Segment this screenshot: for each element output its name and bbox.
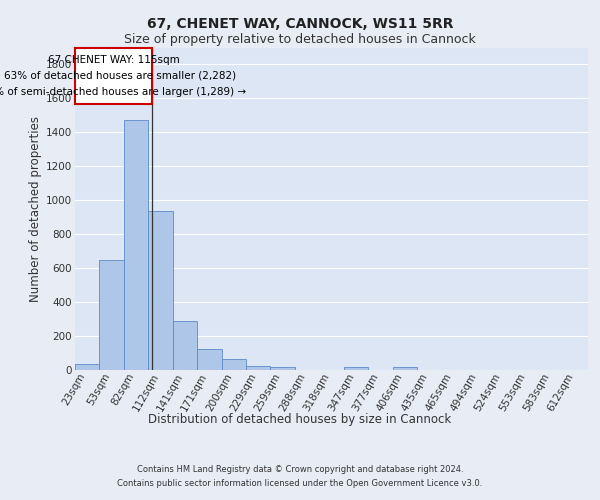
Bar [75, 364, 100, 370]
Text: 36% of semi-detached houses are larger (1,289) →: 36% of semi-detached houses are larger (… [0, 87, 246, 97]
Text: 67, CHENET WAY, CANNOCK, WS11 5RR: 67, CHENET WAY, CANNOCK, WS11 5RR [147, 18, 453, 32]
Bar [271, 368, 295, 370]
Bar [100, 260, 124, 370]
Text: Contains HM Land Registry data © Crown copyright and database right 2024.
Contai: Contains HM Land Registry data © Crown c… [118, 466, 482, 487]
Text: Size of property relative to detached houses in Cannock: Size of property relative to detached ho… [124, 32, 476, 46]
Text: ← 63% of detached houses are smaller (2,282): ← 63% of detached houses are smaller (2,… [0, 71, 236, 81]
Bar [197, 349, 221, 370]
FancyBboxPatch shape [75, 48, 152, 104]
Text: 67 CHENET WAY: 115sqm: 67 CHENET WAY: 115sqm [48, 55, 179, 65]
Bar [344, 368, 368, 370]
Bar [392, 368, 417, 370]
Bar [148, 212, 173, 370]
Y-axis label: Number of detached properties: Number of detached properties [29, 116, 42, 302]
Bar [173, 321, 197, 370]
Bar [246, 366, 271, 370]
Bar [221, 359, 246, 370]
Text: Distribution of detached houses by size in Cannock: Distribution of detached houses by size … [148, 412, 452, 426]
Bar [124, 120, 148, 370]
